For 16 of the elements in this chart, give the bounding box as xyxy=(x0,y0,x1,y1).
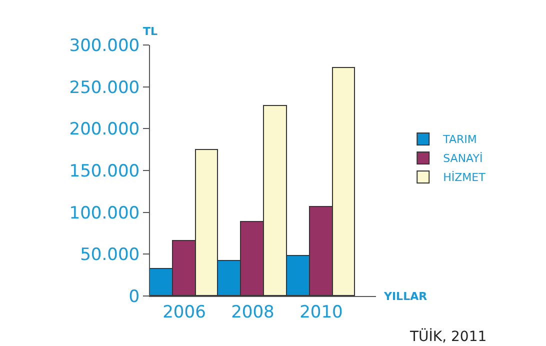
y-tick-label: 300.000 xyxy=(69,36,140,56)
text: TÜİK, 2011 xyxy=(409,328,487,345)
y-tick-label: 0 xyxy=(128,286,140,307)
y-tick-label: 200.000 xyxy=(69,120,140,140)
y-tick-label: 150.000 xyxy=(69,161,140,182)
legend-label: SANAYİ xyxy=(443,151,483,166)
x-axis-title: YILLAR xyxy=(383,290,428,303)
legend-label: HİZMET xyxy=(443,170,486,184)
y-axis-title: TL xyxy=(143,25,158,38)
legend-label: TARIM xyxy=(442,133,477,146)
x-tick-label: 2008 xyxy=(231,302,274,322)
y-tick-label: 50.000 xyxy=(80,245,140,266)
y-tick-label: 100.000 xyxy=(69,203,140,224)
x-tick-label: 2010 xyxy=(300,302,343,322)
y-tick-label: 250.000 xyxy=(69,78,140,98)
x-tick-label: 2006 xyxy=(162,302,206,322)
